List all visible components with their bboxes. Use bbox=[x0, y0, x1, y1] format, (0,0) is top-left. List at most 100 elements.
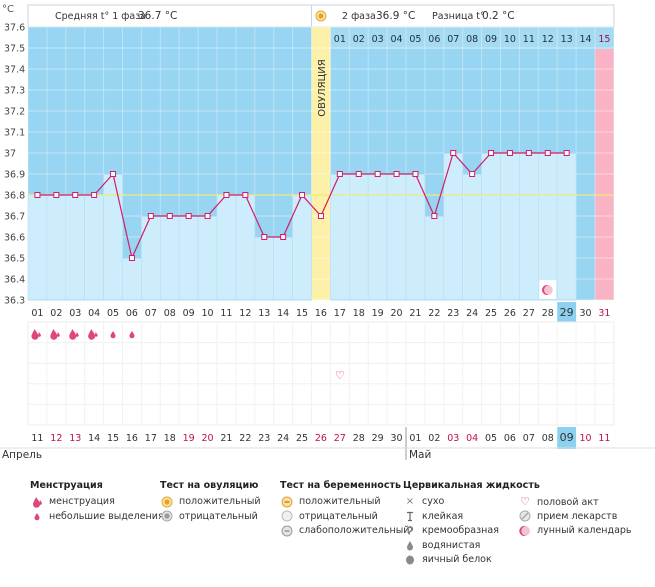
temperature-point bbox=[280, 234, 287, 240]
calendar-date: 16 bbox=[126, 433, 138, 444]
cycle-day-label: 01 bbox=[31, 308, 43, 319]
legend-title: Тест на овуляцию bbox=[160, 480, 259, 491]
calendar-date: 20 bbox=[202, 433, 214, 444]
temperature-point bbox=[53, 192, 60, 198]
phase2-day-number: 07 bbox=[447, 34, 459, 45]
calendar-date: 28 bbox=[353, 433, 365, 444]
cycle-day-label: 06 bbox=[126, 308, 138, 319]
legend-label: половой акт bbox=[537, 497, 599, 508]
temperature-bar bbox=[424, 215, 445, 301]
temperature-bar bbox=[122, 257, 142, 301]
calendar-date: 30 bbox=[391, 433, 403, 444]
drop-large-icon bbox=[69, 329, 77, 340]
temperature-point bbox=[525, 150, 532, 156]
legend-other: ♡ половой акт прием лекарств лунный кален… bbox=[518, 480, 632, 539]
legend-label: слабоположительный bbox=[299, 525, 410, 536]
diff-value: 0.2 °C bbox=[482, 10, 515, 22]
y-tick-label: 37.2 bbox=[4, 107, 25, 118]
drop-large-icon bbox=[31, 329, 39, 340]
diff-label: Разница t° bbox=[432, 11, 485, 22]
temperature-bar bbox=[160, 215, 180, 301]
legend-item: положительный bbox=[160, 495, 261, 510]
phase2-day-number: 02 bbox=[353, 34, 365, 45]
legend-item: положительный bbox=[280, 495, 409, 510]
temperature-point bbox=[242, 192, 249, 198]
temperature-point bbox=[185, 213, 192, 219]
calendar-date: 04 bbox=[466, 433, 478, 444]
temperature-point bbox=[469, 171, 476, 177]
calendar-date: 21 bbox=[220, 433, 232, 444]
heart-icon: ♡ bbox=[520, 495, 530, 508]
phase2-value: 36.9 °C bbox=[376, 10, 415, 22]
heart-icon: ♡ bbox=[335, 369, 345, 382]
ovulation-label: ОВУЛЯЦИЯ bbox=[317, 59, 328, 117]
test-negative-icon bbox=[160, 510, 174, 525]
temperature-bar bbox=[103, 173, 123, 301]
calendar-date: 26 bbox=[315, 433, 327, 444]
cycle-day-label: 04 bbox=[88, 308, 100, 319]
temperature-bar bbox=[84, 194, 104, 301]
cycle-day-label: 09 bbox=[183, 308, 195, 319]
y-tick-label: 36.4 bbox=[4, 275, 25, 286]
watery-icon bbox=[403, 539, 417, 554]
phase2-day-number: 12 bbox=[542, 34, 554, 45]
temperature-point bbox=[412, 171, 419, 177]
legend-cervical-fluid: Цервикальная жидкость × сухо клейкая крем… bbox=[403, 480, 540, 568]
temperature-bar bbox=[254, 236, 275, 301]
phase2-day-number: 06 bbox=[428, 34, 440, 45]
calendar-date: 24 bbox=[277, 433, 289, 444]
legend-item: × сухо bbox=[403, 495, 540, 510]
legend-label: отрицательный bbox=[179, 510, 258, 522]
legend-pregnancy-test: Тест на беременность положительный отриц… bbox=[280, 480, 409, 539]
cycle-day-label: 24 bbox=[466, 308, 478, 319]
cycle-day-label: 15 bbox=[296, 308, 308, 319]
temperature-point bbox=[431, 213, 438, 219]
temperature-bar bbox=[500, 152, 520, 301]
today-highlight bbox=[557, 427, 577, 449]
moon-icon bbox=[542, 285, 549, 295]
legend-label: отрицательный bbox=[299, 510, 378, 522]
temperature-bar bbox=[46, 194, 67, 301]
calendar-date: 17 bbox=[145, 433, 157, 444]
temperature-point bbox=[563, 150, 570, 156]
legend-label: водянистая bbox=[422, 539, 481, 551]
calendar-date: 29 bbox=[372, 433, 384, 444]
calendar-date: 03 bbox=[447, 433, 459, 444]
legend-label: положительный bbox=[179, 496, 261, 507]
pill-icon bbox=[518, 510, 532, 525]
phase2-day-number: 01 bbox=[334, 34, 346, 45]
cycle-day-label: 28 bbox=[542, 308, 554, 319]
cycle-day-label: 18 bbox=[353, 308, 365, 319]
temperature-bar bbox=[27, 194, 48, 301]
phase2-day-number: 04 bbox=[391, 34, 403, 45]
temperature-point bbox=[261, 234, 268, 240]
legend-label: сухо bbox=[422, 496, 445, 507]
temperature-point bbox=[110, 171, 117, 177]
period-column bbox=[595, 27, 614, 300]
month-label: Апрель bbox=[2, 449, 42, 461]
pregnancy-weak-icon bbox=[280, 524, 294, 539]
cycle-day-label: 11 bbox=[220, 308, 232, 319]
calendar-date: 13 bbox=[69, 433, 81, 444]
y-tick-label: 36.8 bbox=[4, 191, 25, 202]
y-tick-label: 37.4 bbox=[4, 65, 25, 76]
temperature-point bbox=[336, 171, 343, 177]
sticky-icon bbox=[403, 510, 417, 525]
drop-small-icon bbox=[30, 510, 44, 525]
y-tick-label: 36.3 bbox=[4, 296, 25, 307]
period-day-cell bbox=[595, 302, 614, 322]
sun-icon-core bbox=[318, 13, 324, 19]
phase2-day-strip bbox=[330, 27, 614, 49]
phase2-day-number: 11 bbox=[523, 34, 535, 45]
temperature-point bbox=[204, 213, 211, 219]
temperature-point bbox=[223, 192, 230, 198]
temperature-bar bbox=[141, 215, 161, 301]
drop-large-icon-small bbox=[37, 332, 41, 337]
y-tick-label: 37.1 bbox=[4, 128, 25, 139]
temperature-bar bbox=[216, 194, 237, 301]
phase2-day-number: 09 bbox=[485, 34, 497, 45]
temperature-bar bbox=[537, 152, 558, 301]
current-day-highlight bbox=[557, 302, 577, 322]
calendar-date: 01 bbox=[409, 433, 421, 444]
drop-large-icon bbox=[88, 329, 96, 340]
